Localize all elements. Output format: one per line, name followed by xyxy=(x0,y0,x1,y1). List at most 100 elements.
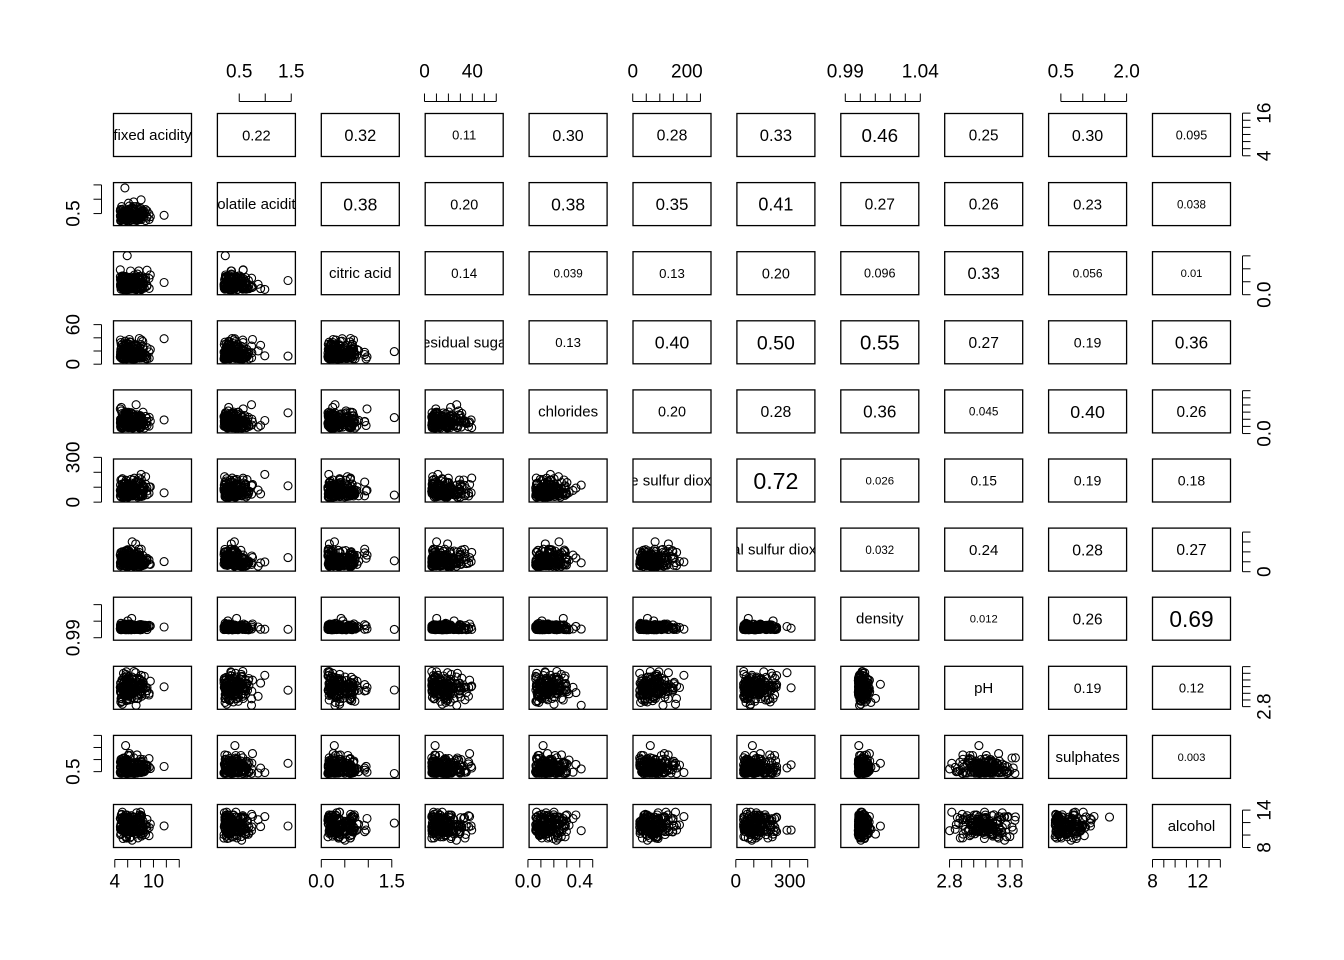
scatter-point xyxy=(435,623,445,633)
scatter-point xyxy=(668,553,678,563)
scatter-point xyxy=(340,341,350,351)
panel-r1-c9: 0.23 xyxy=(1047,181,1128,227)
scatter-point xyxy=(652,620,662,630)
scatter-point xyxy=(253,485,263,495)
panel-r4-c5: 0.20 xyxy=(632,389,712,434)
scatter-point xyxy=(123,690,133,700)
panel-frame xyxy=(944,458,1024,503)
scatter-point xyxy=(135,622,145,632)
panel-r1-c1: volatile acidity xyxy=(216,181,297,227)
panel-r0-c8: 0.25 xyxy=(944,112,1024,158)
scatter-point xyxy=(349,622,359,632)
panel-r5-c0 xyxy=(112,458,193,503)
panel-r5-c3 xyxy=(424,458,504,503)
panel-frame xyxy=(632,458,712,503)
panel-r7-c10: 0.69 xyxy=(1151,596,1232,641)
correlation-value: 0.20 xyxy=(762,266,790,282)
scatter-point xyxy=(465,479,475,490)
scatter-point xyxy=(464,418,474,428)
panel-r1-c10: 0.038 xyxy=(1151,181,1232,227)
scatter-point xyxy=(241,624,251,635)
scatter-point xyxy=(159,682,169,692)
scatter-point xyxy=(327,555,337,565)
panel-frame xyxy=(216,596,297,641)
scatter-point xyxy=(664,544,674,554)
scatter-point xyxy=(348,559,358,569)
scatter-point xyxy=(435,550,445,560)
scatter-point xyxy=(222,414,232,424)
scatter-point xyxy=(283,481,293,491)
scatter-point xyxy=(233,282,243,292)
panel-r3-c9: 0.19 xyxy=(1047,320,1128,365)
panel-r7-c9: 0.26 xyxy=(1047,596,1128,641)
scatter-point xyxy=(260,557,270,567)
scatter-point xyxy=(116,353,126,363)
scatter-point xyxy=(127,672,137,682)
correlation-value: 0.30 xyxy=(1072,127,1103,145)
scatter-point xyxy=(546,622,556,632)
scatter-point xyxy=(782,621,792,632)
panel-frame xyxy=(1151,181,1232,227)
scatter-point xyxy=(226,415,236,425)
scatter-point xyxy=(349,550,359,560)
panel-r0-c5: 0.28 xyxy=(632,112,712,158)
scatter-point xyxy=(260,351,270,361)
scatter-point xyxy=(448,623,458,633)
scatter-point xyxy=(132,212,143,222)
panel-frame xyxy=(1151,458,1232,503)
scatter-point xyxy=(533,545,543,555)
scatter-point xyxy=(389,347,399,357)
scatter-point xyxy=(283,624,293,634)
scatter-point xyxy=(122,283,133,293)
correlation-value: 0.032 xyxy=(865,545,894,557)
scatter-point xyxy=(256,420,266,431)
scatter-point xyxy=(429,417,439,427)
scatter-point xyxy=(354,622,364,632)
scatter-point xyxy=(771,624,781,634)
panel-frame xyxy=(1047,112,1128,158)
scatter-point xyxy=(429,560,439,570)
panel-r2-c3: 0.14 xyxy=(424,251,504,296)
scatter-point xyxy=(136,285,146,295)
panel-frame xyxy=(736,181,816,227)
scatter-point xyxy=(135,490,145,500)
scatter-point xyxy=(256,678,266,688)
panel-r6-c6: total sulfur dioxide xyxy=(736,527,816,572)
correlation-value: 0.13 xyxy=(659,266,685,281)
scatter-point xyxy=(138,282,148,292)
scatter-point xyxy=(260,624,270,634)
scatter-point xyxy=(246,400,257,410)
scatter-point xyxy=(283,408,293,418)
scatter-point xyxy=(360,548,370,558)
scatter-point xyxy=(233,271,243,281)
panel-r7-c2 xyxy=(320,596,400,641)
correlation-value: 0.039 xyxy=(553,267,582,280)
correlation-value: 0.20 xyxy=(450,197,478,213)
panel-frame xyxy=(528,320,608,365)
scatter-point xyxy=(360,624,370,634)
correlation-value: 0.20 xyxy=(658,405,686,421)
panel-r1-c4: 0.38 xyxy=(528,181,608,227)
scatter-point xyxy=(116,557,126,567)
panel-r7-c5 xyxy=(632,596,712,641)
panel-frame xyxy=(1047,320,1128,365)
scatter-point xyxy=(132,556,143,566)
panel-r7-c7: density xyxy=(840,596,920,641)
panel-r3-c6: 0.50 xyxy=(736,320,816,365)
correlation-value: 0.01 xyxy=(1181,268,1203,280)
correlation-value: 0.27 xyxy=(865,197,895,214)
scatter-point xyxy=(144,209,154,219)
panel-frame xyxy=(736,251,816,296)
panel-r5-c5: free sulfur dioxide xyxy=(632,458,712,503)
correlation-value: 0.41 xyxy=(758,195,793,215)
scatter-point xyxy=(362,404,372,414)
scatter-point xyxy=(120,183,130,193)
scatter-point xyxy=(652,558,662,568)
scatter-point xyxy=(663,539,673,549)
correlation-value: 0.40 xyxy=(655,333,690,353)
scatter-point xyxy=(122,686,133,696)
panel-r5-c2 xyxy=(320,458,400,503)
scatter-point xyxy=(246,341,257,351)
panel-r4-c6: 0.28 xyxy=(736,389,816,434)
correlation-value: 0.19 xyxy=(1074,474,1102,490)
